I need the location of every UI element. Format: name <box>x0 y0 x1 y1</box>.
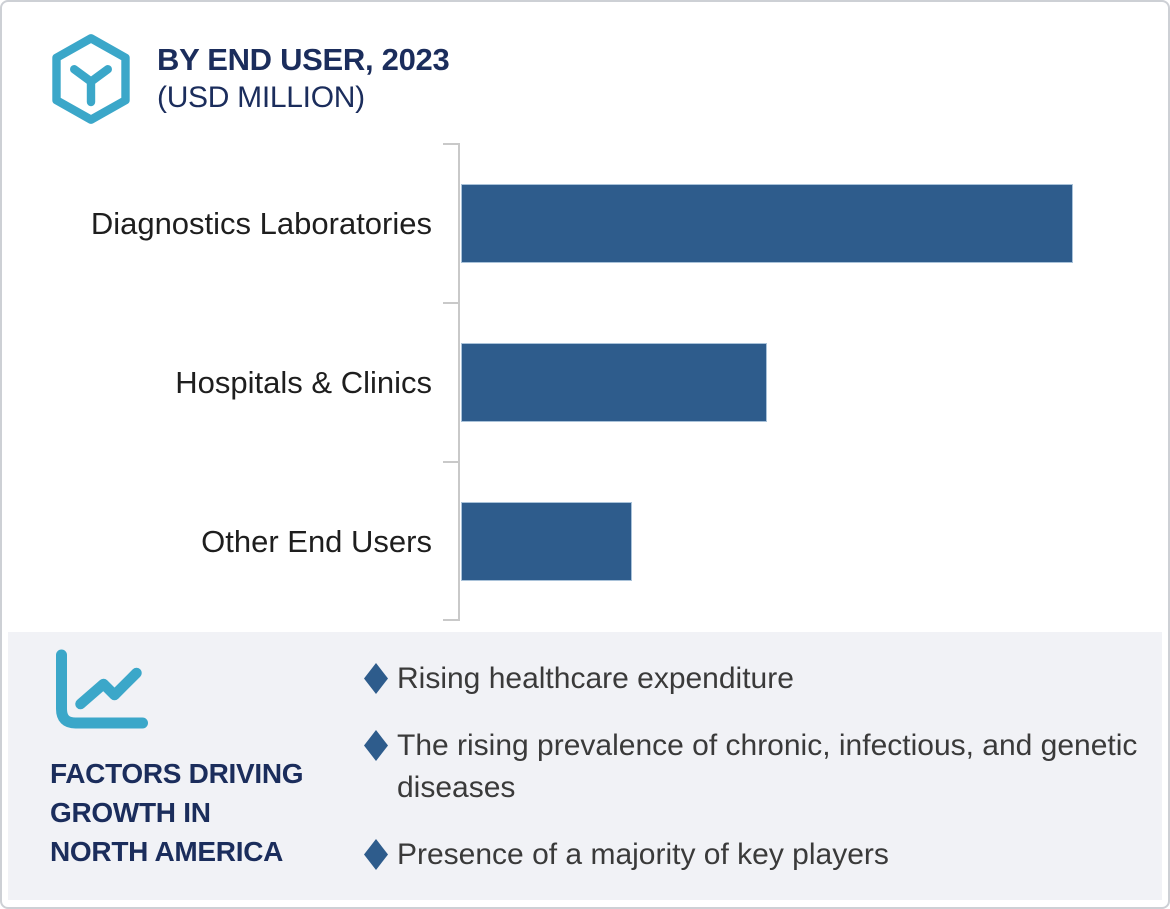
axis-tick <box>443 143 459 145</box>
bar-hospitals-clinics <box>461 343 767 422</box>
hexagon-cube-icon <box>52 34 130 124</box>
factors-panel: FACTORS DRIVING GROWTH IN NORTH AMERICA … <box>8 632 1162 900</box>
bullet-item: Presence of a majority of key players <box>364 834 1164 876</box>
axis-tick <box>443 461 459 463</box>
chart-title-block: BY END USER, 2023 (USD MILLION) <box>157 41 450 117</box>
category-label: Hospitals & Clinics <box>175 364 432 400</box>
category-row: Hospitals & Clinics <box>2 303 1168 462</box>
axis-tick <box>443 302 459 304</box>
line-chart-icon <box>56 649 148 729</box>
bar-diagnostics-laboratories <box>461 184 1073 263</box>
factors-heading: FACTORS DRIVING GROWTH IN NORTH AMERICA <box>50 754 304 871</box>
y-axis-line <box>458 143 460 621</box>
bullet-text: Presence of a majority of key players <box>397 838 889 871</box>
factors-bullet-list: Rising healthcare expenditure The rising… <box>364 658 1164 876</box>
bar-chart: Diagnostics Laboratories Hospitals & Cli… <box>2 2 1168 632</box>
bullet-item: Rising healthcare expenditure <box>364 658 1164 700</box>
category-row: Other End Users <box>2 462 1168 621</box>
factors-heading-line: GROWTH IN <box>50 797 211 828</box>
diamond-bullet-icon <box>364 663 388 694</box>
category-label: Other End Users <box>201 523 432 559</box>
bullet-item: The rising prevalence of chronic, infect… <box>364 725 1164 809</box>
bullet-text: Rising healthcare expenditure <box>397 662 794 695</box>
chart-title: BY END USER, 2023 <box>157 42 450 77</box>
diamond-bullet-icon <box>364 730 388 761</box>
bar-other-end-users <box>461 502 632 581</box>
axis-tick <box>443 619 459 621</box>
diamond-bullet-icon <box>364 839 388 870</box>
category-row: Diagnostics Laboratories <box>2 144 1168 303</box>
factors-heading-line: FACTORS DRIVING <box>50 758 304 789</box>
chart-subtitle: (USD MILLION) <box>157 81 365 114</box>
category-label: Diagnostics Laboratories <box>90 205 432 241</box>
bullet-text: The rising prevalence of chronic, infect… <box>397 729 1138 804</box>
factors-heading-line: NORTH AMERICA <box>50 836 284 867</box>
